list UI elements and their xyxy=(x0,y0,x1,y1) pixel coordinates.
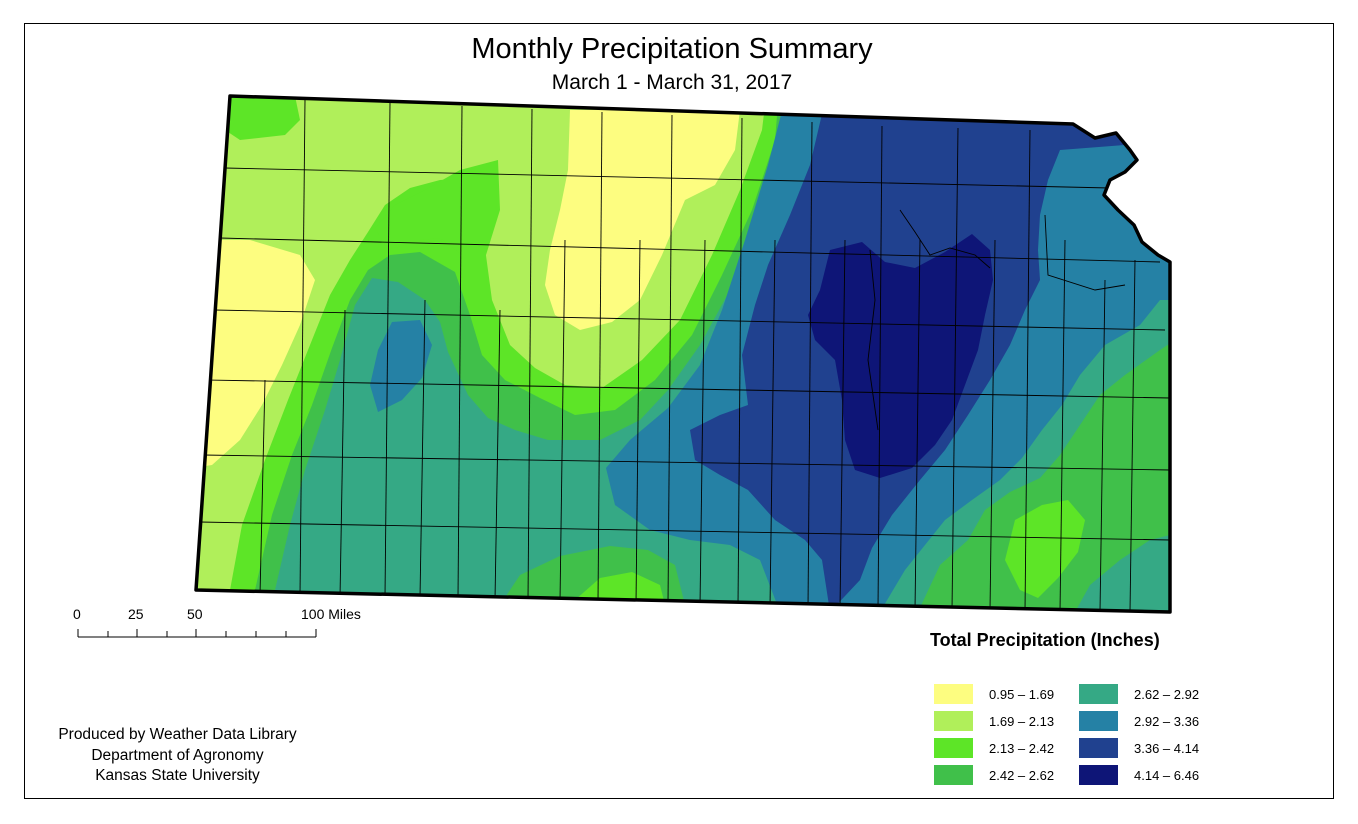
zone-4.14-6.46 xyxy=(808,234,993,478)
legend-swatch-3 xyxy=(934,738,973,758)
scale-tick-50: 50 xyxy=(187,606,203,622)
legend-item-8: 4.14 – 6.46 xyxy=(1079,765,1199,785)
zone-0.95-1.69-north xyxy=(545,110,740,330)
legend-item-5: 2.62 – 2.92 xyxy=(1079,684,1199,704)
scale-tick-0: 0 xyxy=(73,606,81,622)
legend-swatch-1 xyxy=(934,684,973,704)
legend-swatch-2 xyxy=(934,711,973,731)
credits-line-university: Kansas State University xyxy=(95,767,260,784)
legend-label-5: 2.62 – 2.92 xyxy=(1134,686,1200,702)
legend-swatch-8 xyxy=(1079,765,1118,785)
legend-item-4: 2.42 – 2.62 xyxy=(934,765,1054,785)
kansas-state-outline xyxy=(194,94,1172,614)
credits-line-producer: Produced by Weather Data Library xyxy=(58,726,297,743)
legend-label-2: 1.69 – 2.13 xyxy=(989,713,1055,729)
zone-2.42-2.62-southeast xyxy=(918,330,1170,612)
legend-label-8: 4.14 – 6.46 xyxy=(1134,767,1200,783)
zone-2.92-3.36-west-spot xyxy=(370,320,432,412)
precipitation-zones xyxy=(196,96,1170,612)
legend-title: Total Precipitation (Inches) xyxy=(930,630,1160,650)
legend-label-4: 2.42 – 2.62 xyxy=(989,767,1055,783)
credits-line-department: Department of Agronomy xyxy=(91,746,264,764)
scale-bar xyxy=(77,629,317,638)
legend-swatch-7 xyxy=(1079,738,1118,758)
legend-swatch-5 xyxy=(1079,684,1118,704)
legend-label-1: 0.95 – 1.69 xyxy=(989,686,1055,702)
legend-item-2: 1.69 – 2.13 xyxy=(934,711,1054,731)
map-title: Monthly Precipitation Summary xyxy=(471,33,873,65)
legend-swatch-4 xyxy=(934,765,973,785)
legend-item-6: 2.92 – 3.36 xyxy=(1079,711,1199,731)
legend-label-3: 2.13 – 2.42 xyxy=(989,740,1055,756)
zone-2.13-2.42-south xyxy=(575,572,665,605)
map-subtitle: March 1 - March 31, 2017 xyxy=(551,71,793,94)
county-boundaries xyxy=(199,99,1170,612)
credits: Produced by Weather Data Library Departm… xyxy=(30,725,325,787)
zone-2.13-2.42-northwest-corner xyxy=(225,96,300,140)
scale-tick-25: 25 xyxy=(128,606,144,622)
zone-2.13-2.42-northcentral xyxy=(375,160,500,255)
legend-item-7: 3.36 – 4.14 xyxy=(1079,738,1199,758)
map-frame xyxy=(24,23,1334,799)
scale-tick-100-miles: 100 Miles xyxy=(301,606,361,622)
legend-swatch-6 xyxy=(1079,711,1118,731)
legend-label-6: 2.92 – 3.36 xyxy=(1134,713,1200,729)
legend-label-7: 3.36 – 4.14 xyxy=(1134,740,1200,756)
legend-item-3: 2.13 – 2.42 xyxy=(934,738,1054,758)
legend-item-1: 0.95 – 1.69 xyxy=(934,684,1054,704)
